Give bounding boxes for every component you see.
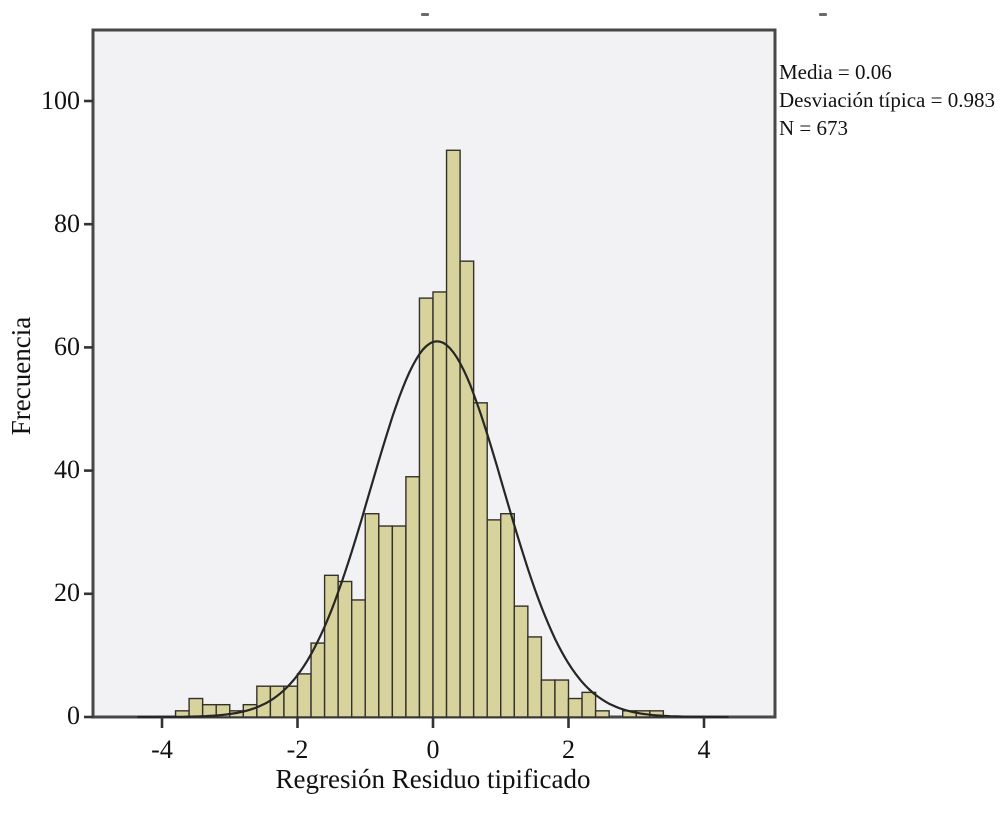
y-tick-label-0: 0 bbox=[67, 701, 80, 730]
x-tick-label-4: 4 bbox=[697, 735, 711, 764]
stats-sd-label: Desviación típica = 0.983 bbox=[779, 88, 995, 112]
cropped-title-artifact-left bbox=[421, 13, 429, 16]
cropped-title-artifact-right bbox=[819, 13, 827, 16]
y-tick-label-100: 100 bbox=[41, 86, 80, 115]
y-tick-label-60: 60 bbox=[54, 332, 80, 361]
y-tick-label-20: 20 bbox=[54, 578, 80, 607]
x-tick-label-2: 2 bbox=[562, 735, 575, 764]
x-tick-label-0: 0 bbox=[426, 735, 440, 764]
y-tick-label-40: 40 bbox=[54, 455, 80, 484]
stats-mean-label: Media = 0.06 bbox=[779, 60, 892, 84]
x-tick-label-neg2: -2 bbox=[286, 735, 309, 764]
x-tick-label-neg4: -4 bbox=[151, 735, 173, 764]
x-axis-title: Regresión Residuo tipificado bbox=[275, 764, 591, 794]
y-axis-title: Frecuencia bbox=[6, 316, 36, 436]
y-tick-label-80: 80 bbox=[54, 209, 80, 238]
stats-n-label: N = 673 bbox=[779, 116, 849, 140]
